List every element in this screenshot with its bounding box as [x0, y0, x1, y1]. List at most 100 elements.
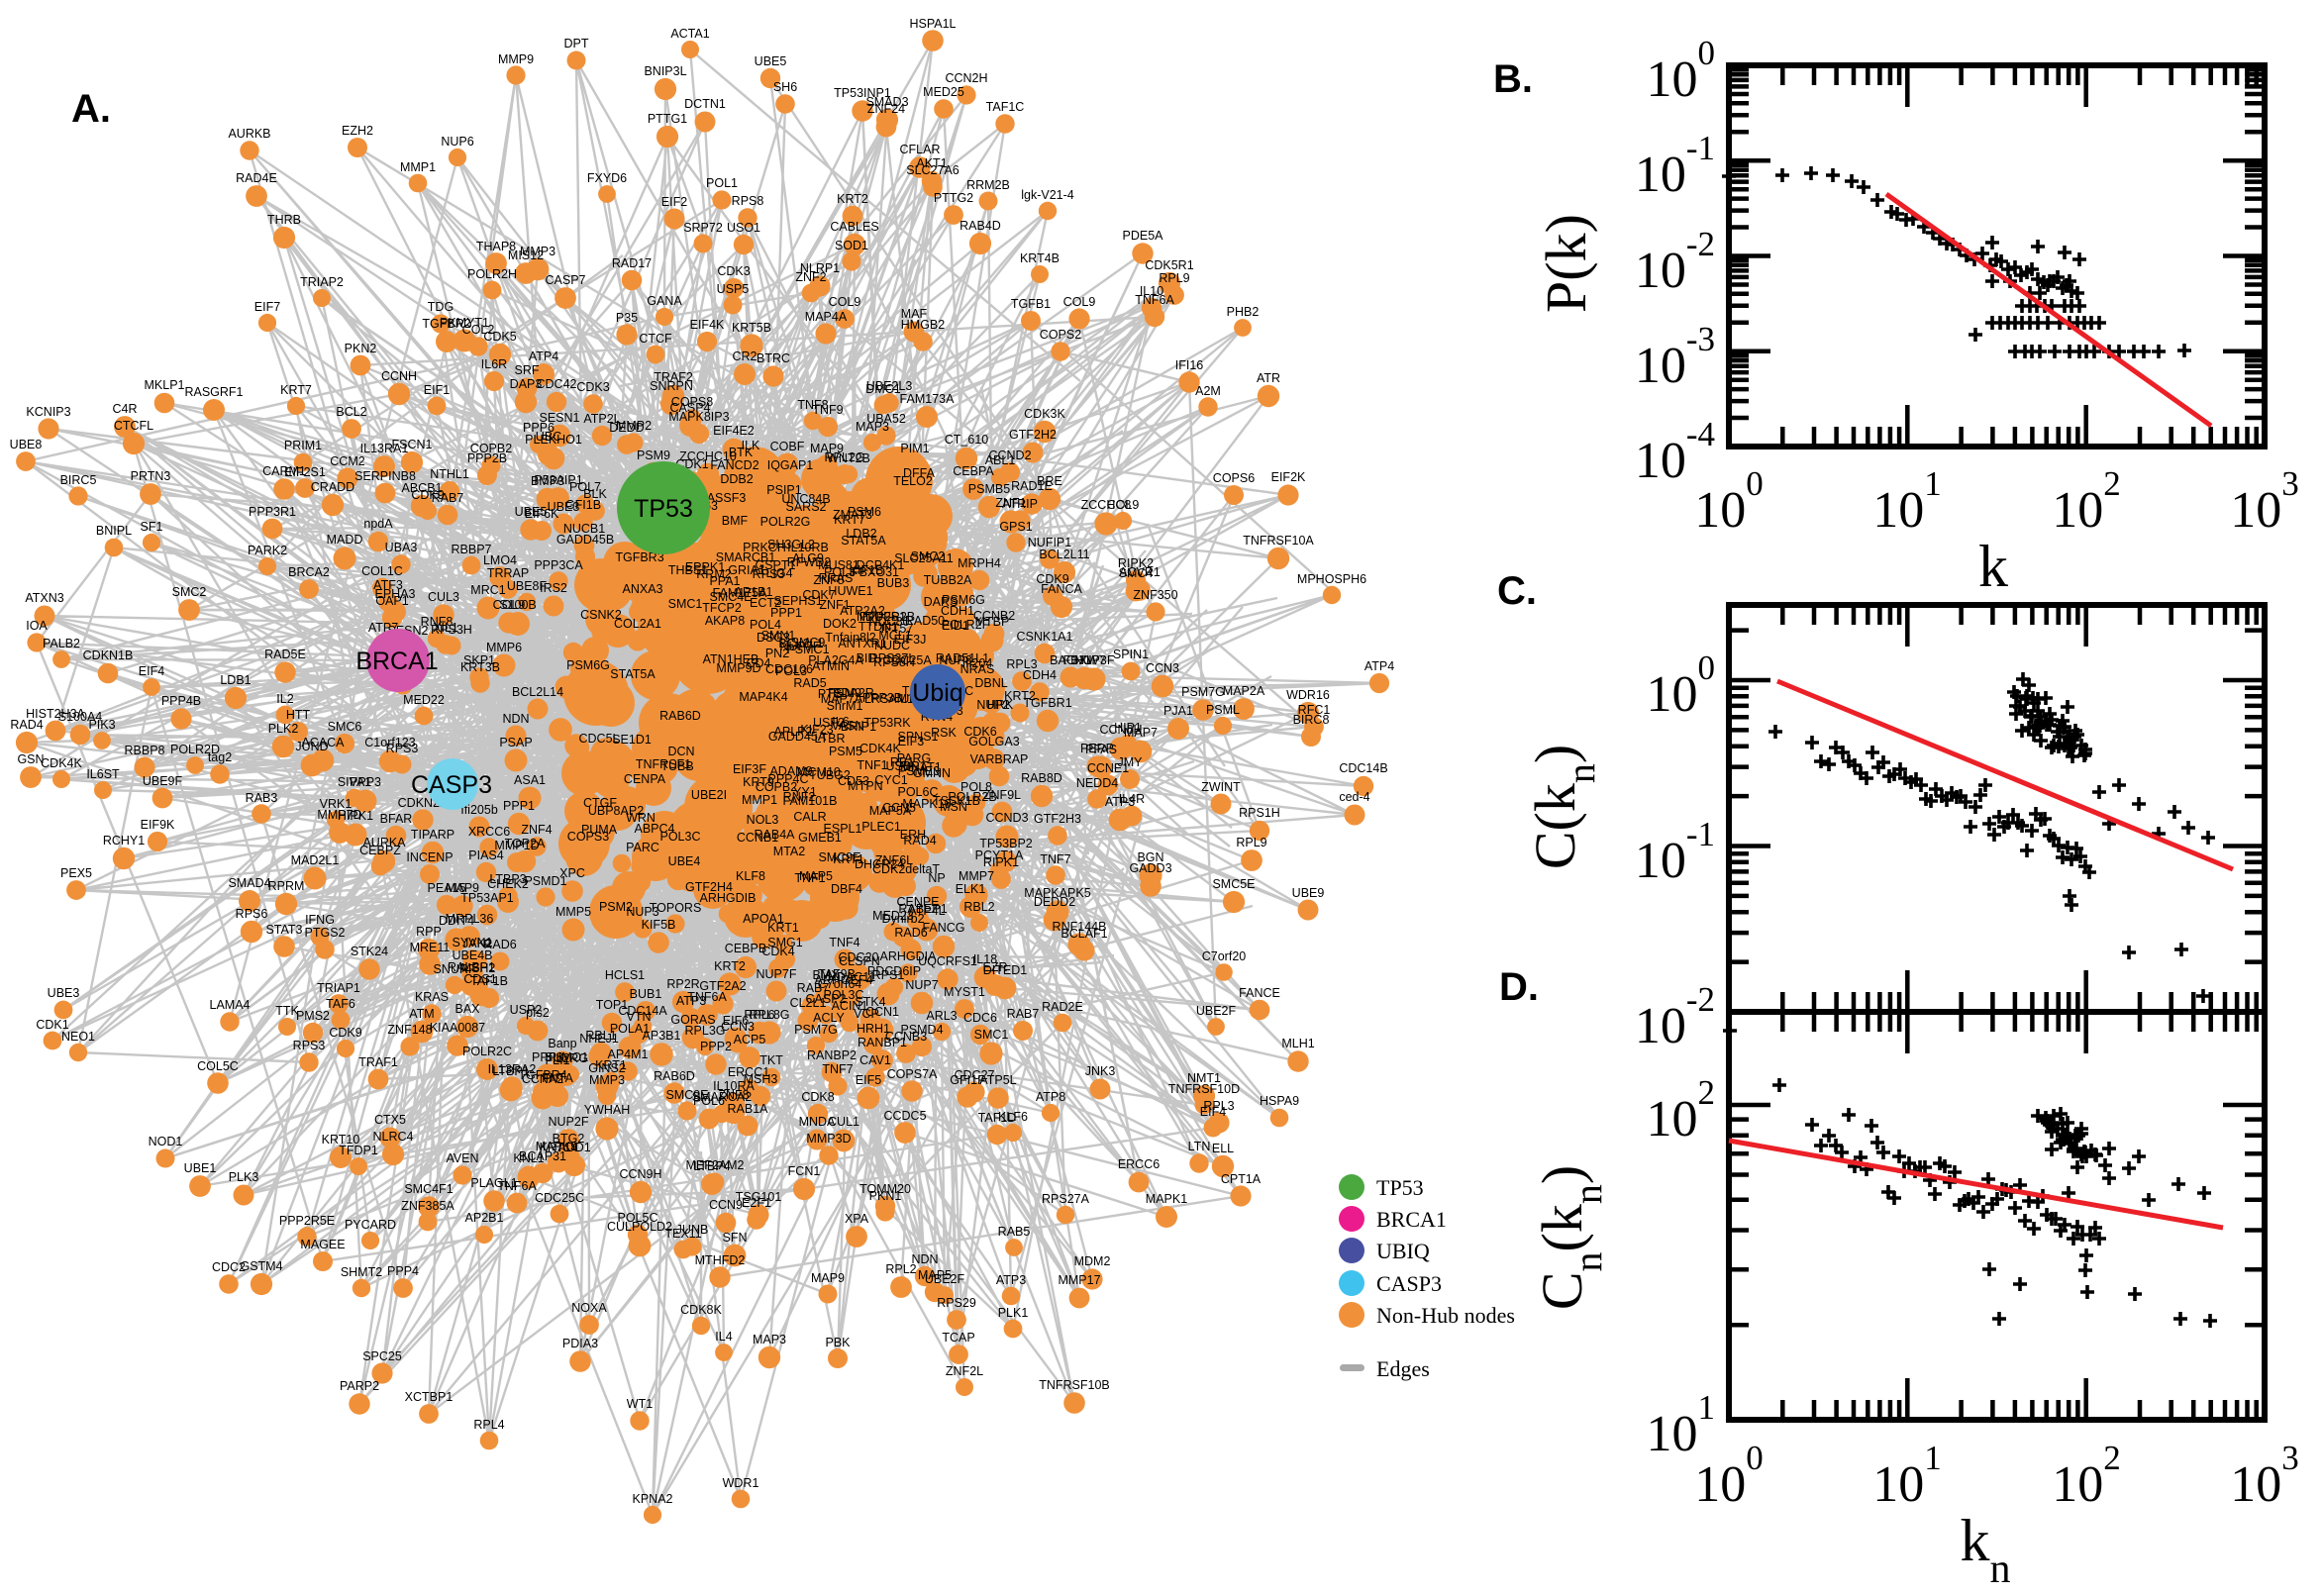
svg-text:TRIAP1: TRIAP1	[317, 981, 360, 995]
svg-text:APOA1: APOA1	[743, 912, 784, 926]
svg-text:PLEKHO1: PLEKHO1	[525, 433, 582, 447]
svg-text:NUP7: NUP7	[905, 978, 938, 992]
svg-text:CPT1A: CPT1A	[1221, 1172, 1262, 1186]
svg-text:SPNS1: SPNS1	[898, 730, 939, 744]
svg-text:WT1: WT1	[627, 1397, 653, 1411]
svg-text:Ifi205b: Ifi205b	[460, 803, 498, 817]
svg-text:LRSAM1: LRSAM1	[864, 692, 914, 706]
svg-text:MRC1: MRC1	[470, 583, 505, 597]
svg-text:NMT1: NMT1	[1187, 1071, 1221, 1085]
svg-text:ZNF350: ZNF350	[1133, 588, 1177, 602]
svg-text:SMC1: SMC1	[974, 1028, 1009, 1042]
svg-text:RAB4D: RAB4D	[960, 219, 1001, 233]
svg-text:RAD50: RAD50	[905, 614, 945, 628]
svg-text:UNC84B: UNC84B	[781, 492, 830, 506]
svg-text:CCNB3: CCNB3	[885, 1030, 927, 1044]
svg-text:TNF6A: TNF6A	[687, 990, 727, 1004]
svg-text:CCND2: CCND2	[988, 449, 1031, 462]
svg-text:RBBP8: RBBP8	[125, 744, 165, 757]
svg-text:ACVR1: ACVR1	[1119, 565, 1161, 579]
svg-text:PFAS: PFAS	[1085, 743, 1117, 756]
svg-text:RAB6D: RAB6D	[654, 1069, 695, 1083]
svg-text:CCNE1: CCNE1	[1087, 761, 1129, 775]
svg-text:RAD51L1: RAD51L1	[936, 651, 989, 665]
svg-text:COL1C: COL1C	[361, 564, 403, 578]
svg-text:CUL3: CUL3	[428, 590, 459, 604]
svg-text:FAM101B: FAM101B	[783, 794, 838, 808]
svg-text:MTPN: MTPN	[848, 779, 882, 793]
svg-text:GFI1B: GFI1B	[565, 498, 601, 512]
svg-text:NLRC4: NLRC4	[373, 1130, 414, 1144]
svg-text:MMP6: MMP6	[486, 641, 522, 654]
svg-text:ARL3: ARL3	[926, 1009, 957, 1023]
svg-text:SLC27A6: SLC27A6	[906, 163, 960, 177]
svg-text:RAB7: RAB7	[797, 981, 830, 995]
svg-text:IL4: IL4	[715, 1330, 732, 1344]
svg-text:KRT7: KRT7	[834, 513, 865, 527]
svg-text:IL2RG: IL2RG	[553, 1051, 588, 1065]
svg-text:NUP7F: NUP7F	[757, 967, 797, 981]
svg-text:CDC25C: CDC25C	[535, 1191, 584, 1205]
svg-text:MTBP: MTBP	[975, 615, 1010, 629]
svg-text:CDC106: CDC106	[765, 662, 813, 676]
svg-text:UBE2L3: UBE2L3	[866, 379, 913, 393]
svg-text:FXYD6: FXYD6	[587, 171, 627, 185]
svg-text:NDN: NDN	[502, 712, 529, 726]
svg-text:POL3C: POL3C	[824, 988, 864, 1002]
svg-text:SERPINB8: SERPINB8	[354, 469, 416, 483]
svg-text:NOD1: NOD1	[149, 1135, 183, 1148]
svg-text:NUP7F: NUP7F	[780, 640, 821, 653]
svg-text:PRTN3: PRTN3	[131, 469, 171, 483]
svg-text:UBE4: UBE4	[668, 854, 701, 868]
svg-text:XPC: XPC	[559, 866, 585, 880]
svg-text:CCDC5: CCDC5	[883, 1109, 926, 1123]
svg-text:KRT1: KRT1	[595, 1058, 627, 1072]
svg-text:ATP4: ATP4	[529, 349, 558, 363]
svg-text:C7orf64: C7orf64	[818, 977, 862, 991]
svg-text:ZNF8: ZNF8	[718, 1088, 749, 1102]
svg-text:MLH1: MLH1	[1281, 1037, 1314, 1050]
svg-text:CUL1: CUL1	[828, 1115, 859, 1129]
svg-text:MAPK1: MAPK1	[1146, 1192, 1187, 1206]
svg-text:KRT3B: KRT3B	[460, 660, 500, 674]
svg-text:SMN1: SMN1	[761, 629, 796, 643]
svg-text:CT_610: CT_610	[945, 433, 989, 447]
svg-text:DDIT4: DDIT4	[439, 914, 474, 928]
svg-text:RPL3: RPL3	[1006, 657, 1037, 671]
svg-text:PPP1: PPP1	[503, 799, 535, 813]
svg-text:RPS3: RPS3	[386, 742, 419, 755]
svg-text:PSMB5: PSMB5	[968, 482, 1010, 496]
svg-text:SMC5E: SMC5E	[1212, 877, 1255, 891]
svg-text:CDK9: CDK9	[329, 1026, 361, 1040]
svg-text:DCN: DCN	[667, 745, 694, 758]
svg-text:VASN: VASN	[831, 719, 863, 733]
svg-text:NP: NP	[928, 871, 945, 885]
svg-text:GSN: GSN	[17, 752, 44, 766]
svg-text:TAF1C: TAF1C	[986, 100, 1025, 114]
svg-text:CR2: CR2	[732, 349, 757, 363]
svg-text:SMC4F1: SMC4F1	[404, 1182, 453, 1196]
svg-text:TNF6A: TNF6A	[497, 1179, 537, 1193]
svg-text:EIF2: EIF2	[661, 195, 687, 209]
svg-text:RPL9: RPL9	[1159, 271, 1189, 285]
svg-text:IOA: IOA	[26, 619, 48, 633]
svg-text:CDK8K: CDK8K	[680, 1303, 722, 1317]
svg-text:CASP7: CASP7	[546, 273, 586, 287]
svg-text:NUDC: NUDC	[874, 639, 910, 652]
svg-text:NUP3F: NUP3F	[1074, 653, 1115, 667]
svg-text:SMC2: SMC2	[172, 585, 207, 599]
svg-text:KIF23: KIF23	[800, 723, 833, 737]
svg-text:PSMD4: PSMD4	[900, 1023, 943, 1037]
svg-text:MAP9: MAP9	[446, 881, 479, 895]
svg-text:KRT2: KRT2	[1004, 689, 1036, 703]
svg-text:EIF3: EIF3	[898, 735, 924, 748]
svg-text:SUMO1: SUMO1	[545, 1050, 589, 1064]
svg-text:PLK1: PLK1	[998, 1306, 1029, 1320]
svg-text:PPP4B: PPP4B	[161, 694, 201, 708]
svg-text:CDC42: CDC42	[537, 377, 577, 391]
svg-text:MAPK9: MAPK9	[536, 1140, 577, 1153]
svg-text:BGN: BGN	[1137, 850, 1163, 864]
svg-text:TP53: TP53	[1376, 1175, 1424, 1200]
svg-text:UBE9: UBE9	[1292, 886, 1325, 900]
svg-text:DMC1: DMC1	[865, 382, 900, 396]
